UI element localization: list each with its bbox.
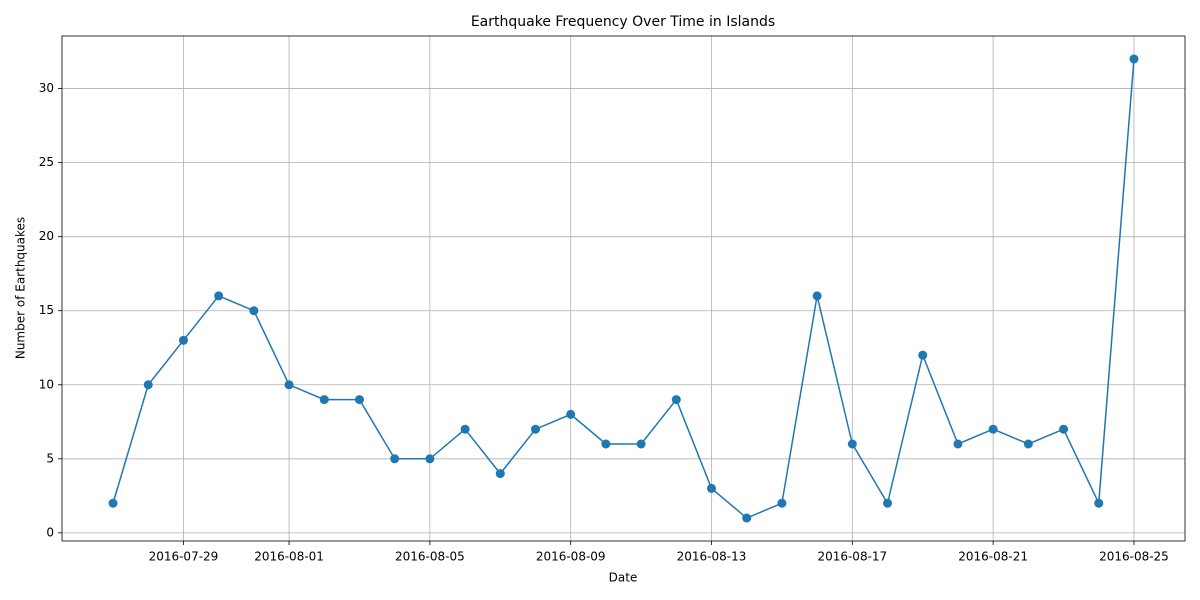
y-axis-label: Number of Earthquakes xyxy=(14,217,28,359)
data-point xyxy=(1129,54,1139,64)
data-point xyxy=(636,439,646,449)
data-point xyxy=(671,395,681,405)
y-tick-label: 30 xyxy=(39,81,54,95)
data-point xyxy=(777,498,787,508)
data-point xyxy=(495,469,505,479)
data-point xyxy=(425,454,435,464)
chart-title: Earthquake Frequency Over Time in Island… xyxy=(471,14,775,30)
data-point xyxy=(742,513,752,523)
data-line xyxy=(112,58,1135,519)
data-point xyxy=(1059,424,1069,434)
data-point xyxy=(214,291,224,301)
data-point xyxy=(988,424,998,434)
plot-frame xyxy=(61,35,1186,542)
data-point xyxy=(1023,439,1033,449)
x-tick-label: 2016-08-17 xyxy=(817,550,887,564)
data-point xyxy=(1094,498,1104,508)
x-tick-label: 2016-08-21 xyxy=(958,550,1028,564)
data-point xyxy=(953,439,963,449)
x-tick-label: 2016-08-05 xyxy=(395,550,465,564)
data-point xyxy=(530,424,540,434)
x-axis-label: Date xyxy=(609,571,638,585)
data-point xyxy=(918,350,928,360)
x-tick-label: 2016-08-09 xyxy=(536,550,606,564)
data-point xyxy=(319,395,329,405)
y-tick-label: 20 xyxy=(39,229,54,243)
data-point xyxy=(249,306,259,316)
y-tick-label: 25 xyxy=(39,155,54,169)
data-point xyxy=(390,454,400,464)
data-point xyxy=(354,395,364,405)
data-point xyxy=(460,424,470,434)
data-point xyxy=(847,439,857,449)
x-tick-label: 2016-07-29 xyxy=(149,550,219,564)
data-point xyxy=(883,498,893,508)
x-tick-label: 2016-08-01 xyxy=(254,550,324,564)
data-point xyxy=(108,498,118,508)
y-tick-label: 0 xyxy=(46,525,54,539)
y-tick-label: 10 xyxy=(39,377,54,391)
y-tick-label: 15 xyxy=(39,303,54,317)
x-tick-label: 2016-08-13 xyxy=(677,550,747,564)
data-point xyxy=(143,380,153,390)
data-point xyxy=(178,335,188,345)
data-point xyxy=(284,380,294,390)
data-point xyxy=(601,439,611,449)
data-point xyxy=(566,409,576,419)
data-point xyxy=(707,483,717,493)
data-point xyxy=(812,291,822,301)
y-tick-label: 5 xyxy=(46,451,54,465)
x-tick-label: 2016-08-25 xyxy=(1099,550,1169,564)
